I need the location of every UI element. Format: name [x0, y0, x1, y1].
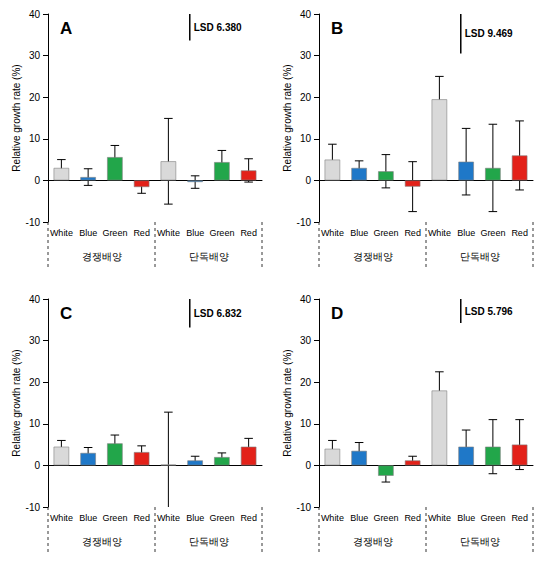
- svg-text:단독배양: 단독배양: [189, 536, 229, 547]
- svg-text:Relative growth rate (%): Relative growth rate (%): [11, 64, 22, 171]
- svg-text:0: 0: [34, 460, 40, 471]
- svg-text:Blue: Blue: [350, 228, 368, 238]
- svg-text:Blue: Blue: [186, 228, 204, 238]
- svg-text:30: 30: [300, 335, 312, 346]
- svg-text:Green: Green: [102, 228, 127, 238]
- svg-text:40: 40: [29, 9, 41, 20]
- svg-text:Blue: Blue: [457, 228, 475, 238]
- svg-text:Red: Red: [133, 513, 150, 523]
- svg-text:B: B: [331, 19, 343, 38]
- svg-text:Relative growth rate (%): Relative growth rate (%): [11, 349, 22, 456]
- svg-text:Green: Green: [209, 228, 234, 238]
- svg-text:White: White: [428, 228, 451, 238]
- svg-text:-10: -10: [26, 502, 41, 513]
- svg-text:20: 20: [300, 92, 312, 103]
- svg-text:Red: Red: [133, 228, 150, 238]
- svg-text:경쟁배양: 경쟁배양: [82, 251, 122, 262]
- svg-text:C: C: [60, 304, 72, 323]
- svg-text:Green: Green: [480, 513, 505, 523]
- svg-text:10: 10: [29, 418, 41, 429]
- svg-text:Blue: Blue: [457, 513, 475, 523]
- svg-text:A: A: [60, 19, 72, 38]
- svg-text:Green: Green: [480, 228, 505, 238]
- svg-text:20: 20: [29, 377, 41, 388]
- svg-text:Green: Green: [373, 513, 398, 523]
- svg-text:경쟁배양: 경쟁배양: [82, 536, 122, 547]
- svg-text:Blue: Blue: [79, 513, 97, 523]
- svg-text:Relative growth rate (%): Relative growth rate (%): [282, 64, 293, 171]
- svg-text:Red: Red: [511, 513, 528, 523]
- svg-text:Blue: Blue: [350, 513, 368, 523]
- svg-text:30: 30: [29, 50, 41, 61]
- svg-text:LSD 6.380: LSD 6.380: [194, 22, 242, 33]
- svg-text:40: 40: [300, 294, 312, 305]
- svg-text:0: 0: [34, 175, 40, 186]
- svg-text:White: White: [157, 513, 180, 523]
- svg-text:Green: Green: [209, 513, 234, 523]
- svg-text:-10: -10: [26, 217, 41, 228]
- svg-text:Green: Green: [373, 228, 398, 238]
- svg-text:LSD 9.469: LSD 9.469: [465, 28, 513, 39]
- svg-text:Relative growth rate (%): Relative growth rate (%): [282, 349, 293, 456]
- svg-text:경쟁배양: 경쟁배양: [353, 536, 393, 547]
- svg-text:0: 0: [305, 175, 311, 186]
- svg-text:단독배양: 단독배양: [189, 251, 229, 262]
- svg-text:Blue: Blue: [186, 513, 204, 523]
- svg-text:Red: Red: [240, 513, 257, 523]
- svg-text:경쟁배양: 경쟁배양: [353, 251, 393, 262]
- svg-text:Red: Red: [404, 228, 421, 238]
- svg-text:Blue: Blue: [79, 228, 97, 238]
- svg-text:White: White: [50, 228, 73, 238]
- svg-text:30: 30: [300, 50, 312, 61]
- svg-text:-10: -10: [297, 502, 312, 513]
- svg-text:단독배양: 단독배양: [460, 251, 500, 262]
- svg-text:10: 10: [300, 133, 312, 144]
- svg-text:0: 0: [305, 460, 311, 471]
- svg-text:20: 20: [29, 92, 41, 103]
- svg-text:D: D: [331, 304, 343, 323]
- svg-text:10: 10: [300, 418, 312, 429]
- svg-text:White: White: [157, 228, 180, 238]
- svg-text:LSD 6.832: LSD 6.832: [194, 308, 242, 319]
- svg-text:40: 40: [300, 9, 312, 20]
- svg-text:LSD 5.796: LSD 5.796: [465, 306, 513, 317]
- svg-text:단독배양: 단독배양: [460, 536, 500, 547]
- svg-text:Red: Red: [404, 513, 421, 523]
- svg-text:-10: -10: [297, 217, 312, 228]
- svg-text:20: 20: [300, 377, 312, 388]
- svg-text:White: White: [50, 513, 73, 523]
- svg-text:Red: Red: [511, 228, 528, 238]
- svg-text:White: White: [321, 228, 344, 238]
- svg-text:White: White: [428, 513, 451, 523]
- svg-text:10: 10: [29, 133, 41, 144]
- svg-text:40: 40: [29, 294, 41, 305]
- svg-text:White: White: [321, 513, 344, 523]
- svg-text:Green: Green: [102, 513, 127, 523]
- svg-text:30: 30: [29, 335, 41, 346]
- svg-text:Red: Red: [240, 228, 257, 238]
